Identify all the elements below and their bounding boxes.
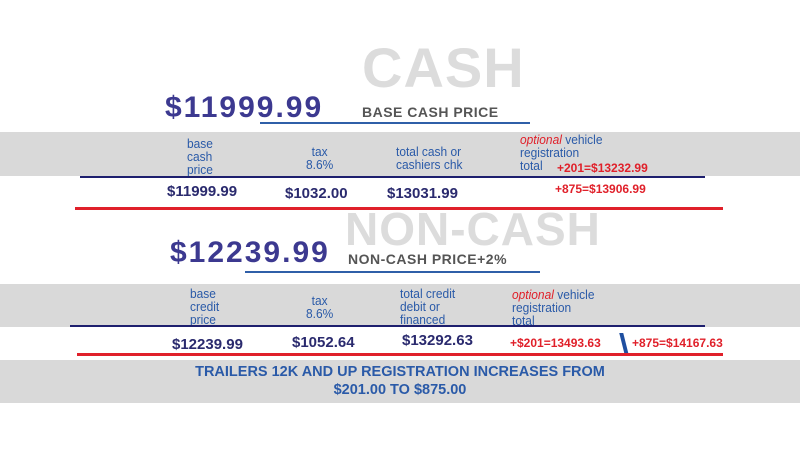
header-line: financed bbox=[400, 312, 446, 327]
header-line: total credit bbox=[400, 286, 456, 301]
footer-note: TRAILERS 12K AND UP REGISTRATION INCREAS… bbox=[0, 363, 800, 399]
noncash-value-base: $12239.99 bbox=[172, 336, 243, 353]
cash-price: $11999.99 bbox=[165, 91, 324, 124]
header-line: price bbox=[190, 312, 216, 327]
noncash-header-total: total credit debit or financed bbox=[400, 287, 455, 326]
total-label: total bbox=[520, 158, 543, 173]
cash-reg-875: +875=$13906.99 bbox=[555, 182, 646, 196]
cash-header-total: total cash or cashiers chk bbox=[396, 145, 462, 171]
cash-value-base: $11999.99 bbox=[167, 183, 238, 200]
header-line: price bbox=[187, 162, 213, 177]
cash-header-band bbox=[0, 132, 800, 176]
registration-label: registration bbox=[520, 145, 580, 160]
vehicle-label: vehicle bbox=[557, 287, 595, 302]
cash-value-tax: $1032.00 bbox=[285, 185, 348, 202]
noncash-reg-875: +875=$14167.63 bbox=[632, 336, 723, 350]
noncash-watermark: NON-CASH bbox=[345, 203, 601, 255]
slash-divider bbox=[619, 333, 629, 355]
header-line: debit or bbox=[400, 299, 440, 314]
header-line: cashiers chk bbox=[396, 157, 463, 172]
cash-header-registration: optional vehicle registration total bbox=[520, 133, 602, 172]
noncash-red-rule bbox=[77, 353, 723, 356]
optional-label: optional bbox=[512, 287, 554, 302]
noncash-price-underline bbox=[245, 271, 540, 273]
optional-label: optional bbox=[520, 132, 562, 147]
footer-band bbox=[0, 360, 800, 403]
noncash-value-tax: $1052.64 bbox=[292, 334, 355, 351]
cash-header-tax: tax 8.6% bbox=[306, 145, 333, 171]
noncash-navy-rule bbox=[70, 325, 705, 327]
noncash-price: $12239.99 bbox=[170, 236, 330, 269]
footer-line-2: $201.00 TO $875.00 bbox=[333, 382, 467, 398]
registration-label: registration bbox=[512, 300, 572, 315]
header-line: total cash or bbox=[396, 144, 462, 159]
header-line: credit bbox=[190, 299, 220, 314]
cash-navy-rule bbox=[80, 176, 705, 178]
cash-value-total: $13031.99 bbox=[387, 185, 458, 202]
cash-price-label: BASE CASH PRICE bbox=[362, 104, 499, 120]
header-line: tax bbox=[311, 144, 328, 159]
noncash-header-band bbox=[0, 284, 800, 327]
noncash-header-base: base credit price bbox=[190, 287, 219, 326]
cash-reg-201: +201=$13232.99 bbox=[557, 161, 648, 175]
header-line: 8.6% bbox=[306, 157, 334, 172]
noncash-value-total: $13292.63 bbox=[402, 332, 473, 349]
cash-red-rule bbox=[75, 207, 723, 210]
cash-header-base: base cash price bbox=[187, 137, 213, 176]
vehicle-label: vehicle bbox=[565, 132, 603, 147]
noncash-reg-201: +$201=13493.63 bbox=[510, 336, 601, 350]
header-line: base bbox=[190, 286, 216, 301]
header-line: 8.6% bbox=[306, 306, 334, 321]
footer-line-1: TRAILERS 12K AND UP REGISTRATION INCREAS… bbox=[195, 364, 605, 380]
noncash-header-registration: optional vehicle registration total bbox=[512, 288, 594, 327]
header-line: cash bbox=[187, 149, 213, 164]
cash-price-underline bbox=[260, 122, 530, 124]
header-line: base bbox=[187, 136, 213, 151]
cash-watermark: CASH bbox=[362, 36, 525, 99]
noncash-price-label: NON-CASH PRICE+2% bbox=[348, 251, 508, 267]
total-label: total bbox=[512, 313, 535, 328]
header-line: tax bbox=[311, 293, 328, 308]
noncash-header-tax: tax 8.6% bbox=[306, 294, 333, 320]
